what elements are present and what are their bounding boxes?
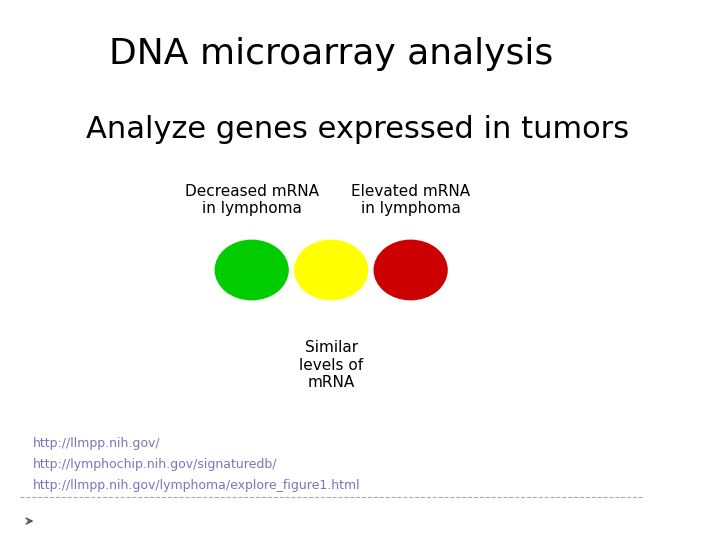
Text: http://llmpp.nih.gov/
http://lymphochip.nih.gov/signaturedb/
http://llmpp.nih.go: http://llmpp.nih.gov/ http://lymphochip.… xyxy=(33,437,361,492)
Circle shape xyxy=(215,240,288,300)
Circle shape xyxy=(374,240,447,300)
Text: Analyze genes expressed in tumors: Analyze genes expressed in tumors xyxy=(86,115,629,144)
Text: Decreased mRNA
in lymphoma: Decreased mRNA in lymphoma xyxy=(185,184,319,216)
Text: Elevated mRNA
in lymphoma: Elevated mRNA in lymphoma xyxy=(351,184,470,216)
Text: Similar
levels of
mRNA: Similar levels of mRNA xyxy=(299,340,363,390)
Circle shape xyxy=(294,240,368,300)
Text: DNA microarray analysis: DNA microarray analysis xyxy=(109,37,553,71)
